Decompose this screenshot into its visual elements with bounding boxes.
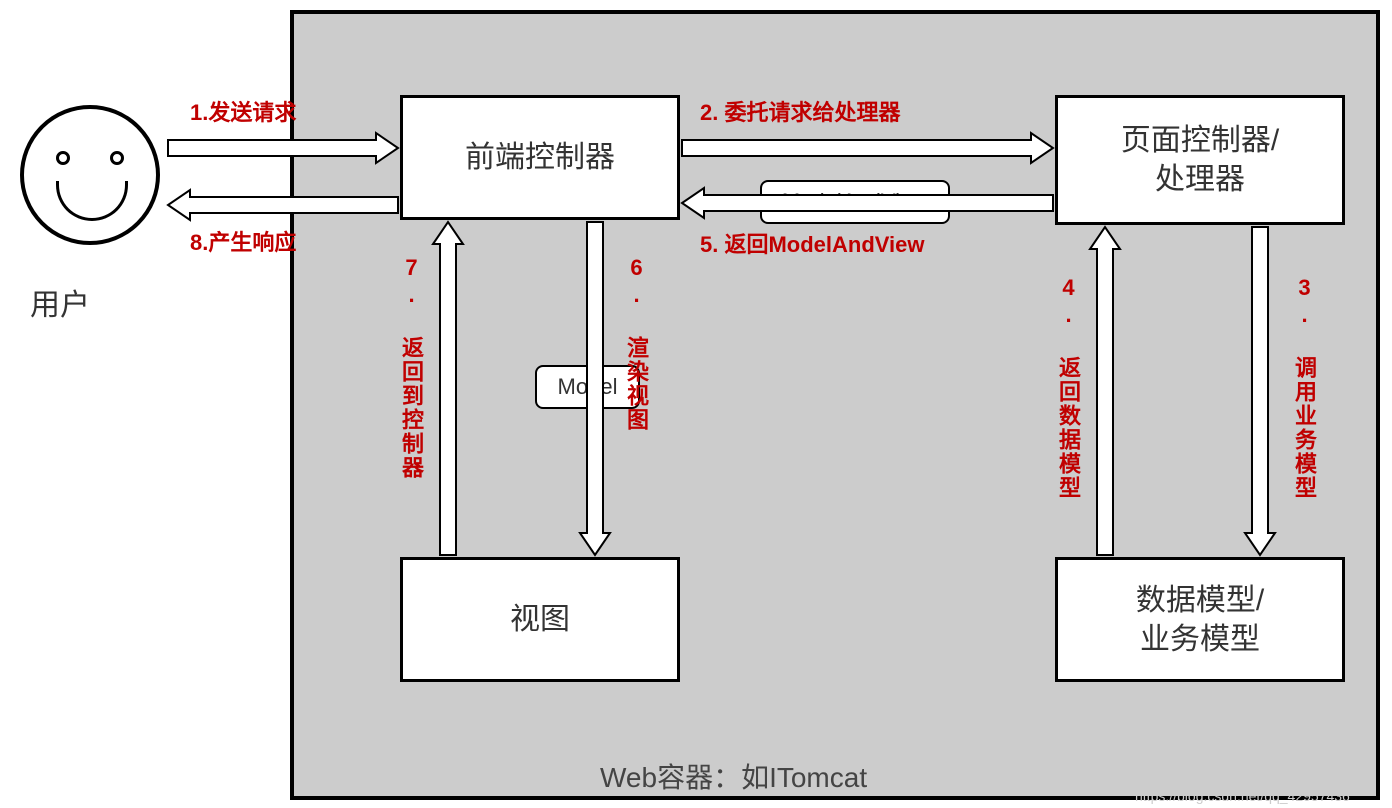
node-page-controller: 页面控制器/ 处理器 [1055, 95, 1345, 225]
face-eye-left [56, 151, 70, 165]
node-data-model: 数据模型/ 业务模型 [1055, 557, 1345, 682]
step-4: 4. 返回数据模型 [1052, 275, 1084, 500]
node-modelandview: ModelAndView [760, 180, 950, 224]
step-7: 7. 返回到控制器 [395, 255, 427, 480]
step-1: 1.发送请求 [190, 95, 296, 127]
user-face-icon [20, 105, 160, 245]
step-6: 6. 渲染视图 [620, 255, 652, 432]
user-label: 用户 [30, 280, 90, 324]
step-2: 2. 委托请求给处理器 [700, 95, 900, 127]
step-5: 5. 返回ModelAndView [700, 227, 925, 259]
face-eye-right [110, 151, 124, 165]
node-view: 视图 [400, 557, 680, 682]
step-3: 3. 调用业务模型 [1288, 275, 1320, 500]
face-mouth [56, 181, 128, 221]
container-label: Web容器：如ITomcat [600, 756, 867, 796]
node-front-controller: 前端控制器 [400, 95, 680, 220]
step-8: 8.产生响应 [190, 225, 296, 257]
watermark: https://blog.csdn.net/qq_42957436 [1135, 788, 1350, 804]
